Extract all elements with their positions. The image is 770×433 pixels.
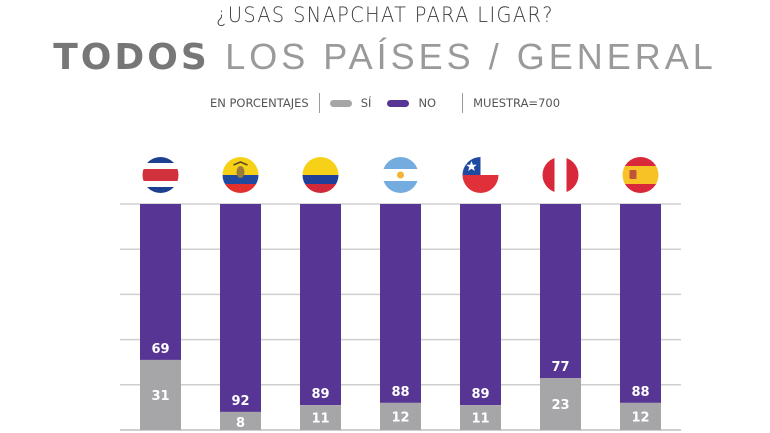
legend-divider bbox=[462, 93, 464, 113]
flag-ecuador-icon bbox=[222, 157, 259, 193]
chart-title: ¿USAS SNAPCHAT PARA LIGAR? bbox=[216, 3, 554, 27]
legend-unit-label: EN PORCENTAJES bbox=[209, 96, 309, 110]
data-label-no: 89 bbox=[311, 387, 329, 402]
bar-group: 31 69 bbox=[140, 204, 181, 430]
flag-costa-rica-icon bbox=[142, 157, 179, 193]
flag-argentina-icon bbox=[382, 157, 419, 193]
data-label-no: 89 bbox=[471, 387, 489, 402]
legend: EN PORCENTAJES SÍ NO MUESTRA=700 bbox=[0, 93, 770, 113]
chart-subtitle: TODOS LOS PAÍSES / GENERAL bbox=[0, 36, 770, 78]
legend-swatch-no bbox=[387, 99, 410, 107]
subtitle-bold: TODOS bbox=[53, 37, 210, 78]
legend-divider bbox=[318, 93, 320, 113]
bar-group: 12 88 bbox=[620, 204, 661, 430]
data-label-si: 31 bbox=[151, 389, 169, 404]
bar-no bbox=[140, 204, 181, 360]
flags bbox=[142, 157, 659, 193]
data-label-no: 88 bbox=[391, 385, 409, 400]
legend-sample-label: MUESTRA=700 bbox=[473, 96, 561, 110]
bar-group: 23 77 bbox=[540, 204, 581, 430]
bar-group: 11 89 bbox=[460, 204, 501, 430]
data-label-si: 11 bbox=[471, 412, 489, 427]
legend-item-no: NO bbox=[387, 96, 436, 110]
data-label-no: 69 bbox=[151, 342, 169, 357]
subtitle-light: LOS PAÍSES / GENERAL bbox=[225, 36, 717, 77]
bar-si bbox=[140, 359, 181, 430]
bar-si bbox=[540, 378, 581, 430]
legend-label-si: SÍ bbox=[360, 96, 372, 110]
data-label-si: 12 bbox=[391, 410, 409, 425]
legend-item-si: SÍ bbox=[329, 96, 372, 110]
flag-colombia-icon bbox=[302, 157, 339, 193]
flag-spain-icon bbox=[622, 157, 659, 193]
bar-group: 11 89 bbox=[300, 204, 341, 430]
bar-no bbox=[220, 204, 261, 412]
data-label-si: 12 bbox=[631, 410, 649, 425]
bar-si bbox=[380, 402, 421, 430]
bar-no bbox=[380, 204, 421, 403]
bar-no bbox=[300, 204, 341, 406]
bar-group: 892 bbox=[220, 204, 261, 431]
legend-label-no: NO bbox=[418, 96, 437, 110]
flag-chile-icon bbox=[462, 157, 499, 193]
data-label-no: 77 bbox=[551, 360, 569, 375]
bar-si bbox=[220, 411, 261, 430]
bar-no bbox=[620, 204, 661, 403]
flag-peru-icon bbox=[542, 157, 579, 193]
data-label-si: 8 bbox=[236, 416, 245, 431]
bar-si bbox=[300, 405, 341, 430]
data-label-no: 88 bbox=[631, 385, 649, 400]
bar-group: 12 88 bbox=[380, 204, 421, 430]
bar-si bbox=[620, 402, 661, 430]
bar-no bbox=[460, 204, 501, 406]
data-label-si: 11 bbox=[311, 412, 329, 427]
data-label-si: 23 bbox=[551, 398, 569, 413]
legend-swatch-si bbox=[329, 99, 352, 107]
bar-si bbox=[460, 405, 501, 430]
bar-no bbox=[540, 204, 581, 379]
data-label-no: 92 bbox=[231, 394, 249, 409]
